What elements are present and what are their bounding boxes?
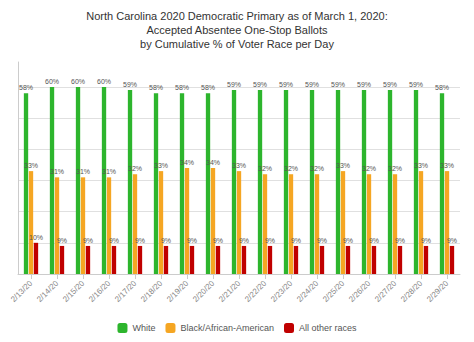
svg-text:33%: 33% [154,162,168,169]
svg-text:32%: 32% [258,165,272,172]
svg-text:33%: 33% [232,162,246,169]
svg-text:32%: 32% [284,165,298,172]
svg-text:33%: 33% [440,162,454,169]
svg-text:9%: 9% [291,237,301,244]
svg-text:9%: 9% [213,237,223,244]
svg-text:2/22/20: 2/22/20 [243,278,269,304]
svg-text:9%: 9% [83,237,93,244]
svg-text:60%: 60% [97,78,111,85]
svg-text:9%: 9% [317,237,327,244]
svg-text:2/25/20: 2/25/20 [321,278,347,304]
svg-text:9%: 9% [447,237,457,244]
svg-text:9%: 9% [369,237,379,244]
svg-text:31%: 31% [76,168,90,175]
svg-text:60%: 60% [45,78,59,85]
svg-text:2/15/20: 2/15/20 [61,278,87,304]
svg-text:9%: 9% [239,237,249,244]
svg-text:2/24/20: 2/24/20 [295,278,321,304]
svg-text:9%: 9% [135,237,145,244]
svg-text:31%: 31% [50,168,64,175]
svg-text:9%: 9% [265,237,275,244]
svg-text:9%: 9% [187,237,197,244]
svg-text:2/19/20: 2/19/20 [165,278,191,304]
svg-text:2/13/20: 2/13/20 [9,278,35,304]
svg-text:Black/African-American: Black/African-American [180,323,274,333]
svg-text:33%: 33% [24,162,38,169]
svg-text:59%: 59% [357,81,371,88]
svg-text:9%: 9% [161,237,171,244]
svg-text:All other races: All other races [299,323,357,333]
svg-text:59%: 59% [383,81,397,88]
svg-text:59%: 59% [227,81,241,88]
svg-text:9%: 9% [395,237,405,244]
svg-text:32%: 32% [128,165,142,172]
svg-text:59%: 59% [123,81,137,88]
svg-text:58%: 58% [19,84,33,91]
svg-text:2/17/20: 2/17/20 [113,278,139,304]
svg-text:North Carolina 2020 Democratic: North Carolina 2020 Democratic Primary a… [86,10,387,22]
svg-text:59%: 59% [409,81,423,88]
svg-text:60%: 60% [71,78,85,85]
svg-text:58%: 58% [201,84,215,91]
svg-text:by Cumulative % of Voter Race: by Cumulative % of Voter Race per Day [140,38,334,50]
svg-text:2/29/20: 2/29/20 [425,278,451,304]
svg-text:31%: 31% [102,168,116,175]
svg-text:32%: 32% [310,165,324,172]
svg-text:59%: 59% [279,81,293,88]
svg-text:58%: 58% [149,84,163,91]
svg-text:Accepted Absentee One-Stop Bal: Accepted Absentee One-Stop Ballots [146,24,328,36]
svg-text:2/26/20: 2/26/20 [347,278,373,304]
svg-text:59%: 59% [305,81,319,88]
svg-text:9%: 9% [57,237,67,244]
svg-text:2/20/20: 2/20/20 [191,278,217,304]
svg-text:White: White [132,323,155,333]
svg-text:2/28/20: 2/28/20 [399,278,425,304]
svg-text:58%: 58% [175,84,189,91]
svg-text:32%: 32% [388,165,402,172]
svg-text:33%: 33% [336,162,350,169]
svg-text:2/16/20: 2/16/20 [87,278,113,304]
svg-text:58%: 58% [435,84,449,91]
svg-text:34%: 34% [206,159,220,166]
svg-text:2/27/20: 2/27/20 [373,278,399,304]
svg-text:2/23/20: 2/23/20 [269,278,295,304]
svg-text:34%: 34% [180,159,194,166]
svg-text:10%: 10% [29,234,43,241]
svg-text:9%: 9% [343,237,353,244]
svg-text:2/18/20: 2/18/20 [139,278,165,304]
svg-text:59%: 59% [253,81,267,88]
svg-text:9%: 9% [421,237,431,244]
svg-text:59%: 59% [331,81,345,88]
svg-text:2/14/20: 2/14/20 [35,278,61,304]
svg-text:33%: 33% [414,162,428,169]
svg-text:2/21/20: 2/21/20 [217,278,243,304]
svg-text:32%: 32% [362,165,376,172]
svg-text:9%: 9% [109,237,119,244]
